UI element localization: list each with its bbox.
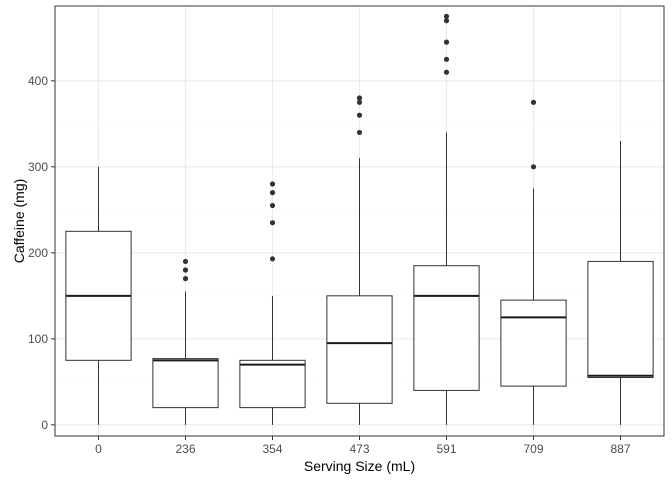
box-236 [152, 258, 219, 425]
outlier-point [443, 13, 450, 19]
outlier-point [530, 99, 537, 105]
iqr-box [413, 265, 480, 391]
box-887 [587, 141, 654, 425]
outlier-point [269, 220, 276, 226]
x-tick-label: 236 [175, 442, 195, 456]
y-tick-label: 0 [41, 418, 48, 432]
outlier-point [356, 129, 363, 136]
y-tick-label: 400 [28, 74, 48, 88]
y-tick-label: 300 [28, 160, 48, 174]
outlier-point [443, 39, 450, 45]
box-0 [65, 166, 132, 425]
outlier-point [356, 99, 363, 105]
outlier-point [356, 112, 363, 118]
boxes-layer [65, 13, 654, 425]
outlier-point [182, 267, 189, 273]
box-591 [413, 13, 480, 425]
outlier-point [530, 164, 537, 170]
outlier-point [182, 276, 189, 282]
box-709 [500, 99, 567, 425]
outlier-point [269, 181, 276, 187]
axes-layer: 0 100 200 300 400 0 236 354 473 591 709 887 [28, 74, 631, 456]
outlier-point [356, 95, 363, 101]
y-axis-title: Caffeine (mg) [11, 179, 27, 264]
x-tick-label: 591 [436, 442, 456, 456]
x-tick-label: 473 [349, 442, 369, 456]
box-354 [239, 181, 306, 425]
box-473 [326, 95, 393, 425]
outlier-point [269, 256, 276, 262]
outlier-point [182, 258, 189, 265]
x-tick-label: 709 [523, 442, 543, 456]
iqr-box [239, 359, 306, 409]
x-tick-label: 887 [610, 442, 630, 456]
x-axis-title: Serving Size (mL) [304, 458, 415, 474]
outlier-point [443, 56, 450, 62]
y-tick-label: 200 [28, 246, 48, 260]
y-tick-label: 100 [28, 332, 48, 346]
outlier-point [269, 190, 276, 196]
iqr-box [326, 295, 393, 404]
outlier-point [443, 69, 450, 75]
outlier-point [269, 202, 276, 209]
outlier-point [443, 18, 450, 24]
x-tick-label: 0 [95, 442, 102, 456]
x-tick-label: 354 [262, 442, 282, 456]
iqr-box [587, 260, 654, 379]
iqr-box [152, 358, 219, 409]
iqr-box [500, 299, 567, 387]
